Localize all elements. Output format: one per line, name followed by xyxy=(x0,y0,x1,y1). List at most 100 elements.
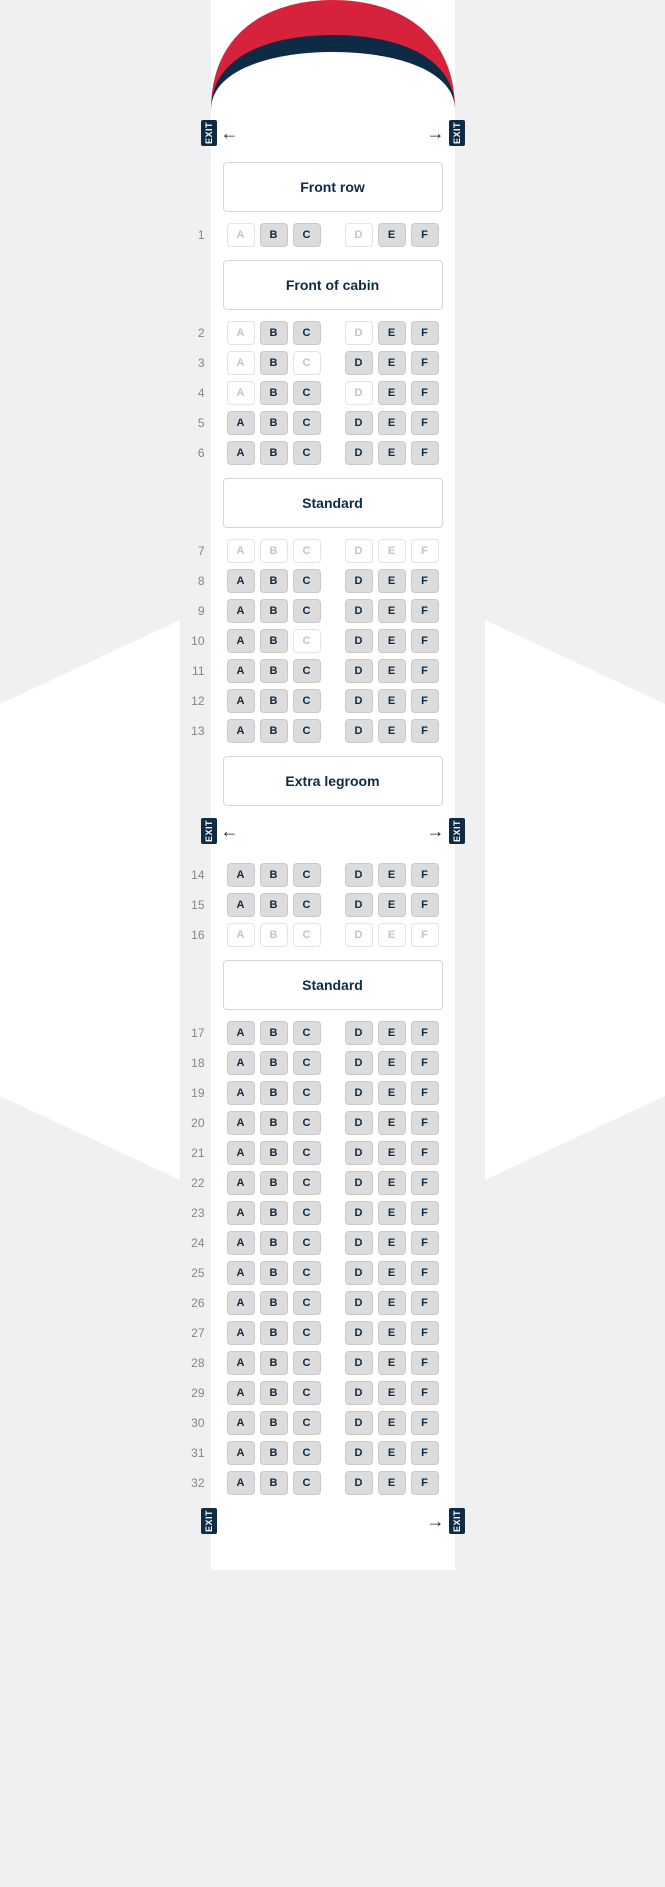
seat-5B[interactable]: B xyxy=(260,411,288,435)
seat-2F[interactable]: F xyxy=(411,321,439,345)
seat-2B[interactable]: B xyxy=(260,321,288,345)
seat-29E[interactable]: E xyxy=(378,1381,406,1405)
seat-18F[interactable]: F xyxy=(411,1051,439,1075)
seat-18D[interactable]: D xyxy=(345,1051,373,1075)
seat-24D[interactable]: D xyxy=(345,1231,373,1255)
seat-11B[interactable]: B xyxy=(260,659,288,683)
seat-25B[interactable]: B xyxy=(260,1261,288,1285)
seat-13F[interactable]: F xyxy=(411,719,439,743)
seat-6B[interactable]: B xyxy=(260,441,288,465)
seat-12E[interactable]: E xyxy=(378,689,406,713)
seat-10B[interactable]: B xyxy=(260,629,288,653)
seat-4E[interactable]: E xyxy=(378,381,406,405)
seat-28F[interactable]: F xyxy=(411,1351,439,1375)
seat-23E[interactable]: E xyxy=(378,1201,406,1225)
seat-27A[interactable]: A xyxy=(227,1321,255,1345)
seat-25D[interactable]: D xyxy=(345,1261,373,1285)
seat-20E[interactable]: E xyxy=(378,1111,406,1135)
seat-2E[interactable]: E xyxy=(378,321,406,345)
seat-14A[interactable]: A xyxy=(227,863,255,887)
seat-4C[interactable]: C xyxy=(293,381,321,405)
seat-22B[interactable]: B xyxy=(260,1171,288,1195)
seat-27C[interactable]: C xyxy=(293,1321,321,1345)
seat-13D[interactable]: D xyxy=(345,719,373,743)
seat-32D[interactable]: D xyxy=(345,1471,373,1495)
seat-31C[interactable]: C xyxy=(293,1441,321,1465)
seat-31B[interactable]: B xyxy=(260,1441,288,1465)
seat-31F[interactable]: F xyxy=(411,1441,439,1465)
seat-25C[interactable]: C xyxy=(293,1261,321,1285)
seat-32B[interactable]: B xyxy=(260,1471,288,1495)
seat-32E[interactable]: E xyxy=(378,1471,406,1495)
seat-10D[interactable]: D xyxy=(345,629,373,653)
seat-1B[interactable]: B xyxy=(260,223,288,247)
seat-15B[interactable]: B xyxy=(260,893,288,917)
seat-23D[interactable]: D xyxy=(345,1201,373,1225)
seat-23B[interactable]: B xyxy=(260,1201,288,1225)
seat-10F[interactable]: F xyxy=(411,629,439,653)
seat-13A[interactable]: A xyxy=(227,719,255,743)
seat-21D[interactable]: D xyxy=(345,1141,373,1165)
seat-32A[interactable]: A xyxy=(227,1471,255,1495)
seat-19E[interactable]: E xyxy=(378,1081,406,1105)
seat-9F[interactable]: F xyxy=(411,599,439,623)
seat-25F[interactable]: F xyxy=(411,1261,439,1285)
seat-3D[interactable]: D xyxy=(345,351,373,375)
seat-12F[interactable]: F xyxy=(411,689,439,713)
seat-14C[interactable]: C xyxy=(293,863,321,887)
seat-24F[interactable]: F xyxy=(411,1231,439,1255)
seat-31E[interactable]: E xyxy=(378,1441,406,1465)
seat-23C[interactable]: C xyxy=(293,1201,321,1225)
seat-15D[interactable]: D xyxy=(345,893,373,917)
seat-12A[interactable]: A xyxy=(227,689,255,713)
seat-11D[interactable]: D xyxy=(345,659,373,683)
seat-24E[interactable]: E xyxy=(378,1231,406,1255)
seat-29C[interactable]: C xyxy=(293,1381,321,1405)
seat-17F[interactable]: F xyxy=(411,1021,439,1045)
seat-14D[interactable]: D xyxy=(345,863,373,887)
seat-30A[interactable]: A xyxy=(227,1411,255,1435)
seat-5F[interactable]: F xyxy=(411,411,439,435)
seat-17C[interactable]: C xyxy=(293,1021,321,1045)
seat-8E[interactable]: E xyxy=(378,569,406,593)
seat-20B[interactable]: B xyxy=(260,1111,288,1135)
seat-29A[interactable]: A xyxy=(227,1381,255,1405)
seat-21C[interactable]: C xyxy=(293,1141,321,1165)
seat-5E[interactable]: E xyxy=(378,411,406,435)
seat-32F[interactable]: F xyxy=(411,1471,439,1495)
seat-24A[interactable]: A xyxy=(227,1231,255,1255)
seat-15A[interactable]: A xyxy=(227,893,255,917)
seat-25A[interactable]: A xyxy=(227,1261,255,1285)
seat-30F[interactable]: F xyxy=(411,1411,439,1435)
seat-21A[interactable]: A xyxy=(227,1141,255,1165)
seat-30E[interactable]: E xyxy=(378,1411,406,1435)
seat-1C[interactable]: C xyxy=(293,223,321,247)
seat-28A[interactable]: A xyxy=(227,1351,255,1375)
seat-26D[interactable]: D xyxy=(345,1291,373,1315)
seat-27D[interactable]: D xyxy=(345,1321,373,1345)
seat-24C[interactable]: C xyxy=(293,1231,321,1255)
seat-14F[interactable]: F xyxy=(411,863,439,887)
seat-22D[interactable]: D xyxy=(345,1171,373,1195)
seat-10A[interactable]: A xyxy=(227,629,255,653)
seat-20D[interactable]: D xyxy=(345,1111,373,1135)
seat-14E[interactable]: E xyxy=(378,863,406,887)
seat-5A[interactable]: A xyxy=(227,411,255,435)
seat-22E[interactable]: E xyxy=(378,1171,406,1195)
seat-19C[interactable]: C xyxy=(293,1081,321,1105)
seat-27B[interactable]: B xyxy=(260,1321,288,1345)
seat-11C[interactable]: C xyxy=(293,659,321,683)
seat-5C[interactable]: C xyxy=(293,411,321,435)
seat-13B[interactable]: B xyxy=(260,719,288,743)
seat-3F[interactable]: F xyxy=(411,351,439,375)
seat-19F[interactable]: F xyxy=(411,1081,439,1105)
seat-25E[interactable]: E xyxy=(378,1261,406,1285)
seat-13E[interactable]: E xyxy=(378,719,406,743)
seat-29D[interactable]: D xyxy=(345,1381,373,1405)
seat-15F[interactable]: F xyxy=(411,893,439,917)
seat-9A[interactable]: A xyxy=(227,599,255,623)
seat-30D[interactable]: D xyxy=(345,1411,373,1435)
seat-5D[interactable]: D xyxy=(345,411,373,435)
seat-17B[interactable]: B xyxy=(260,1021,288,1045)
seat-18C[interactable]: C xyxy=(293,1051,321,1075)
